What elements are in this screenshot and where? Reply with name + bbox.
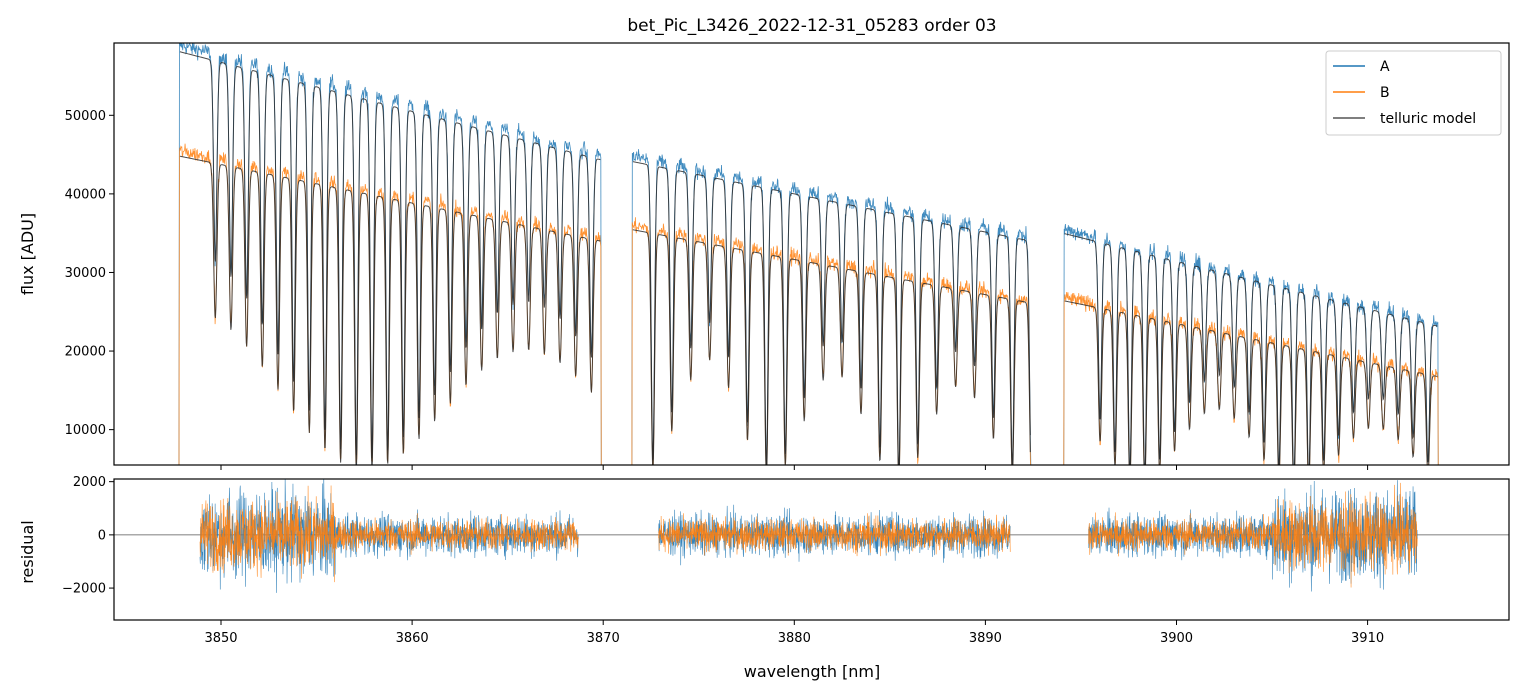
telluric-model-line-continuum_A-seg-2 — [1064, 233, 1438, 465]
legend-label-a: A — [1380, 59, 1390, 75]
legend: A B telluric model — [1325, 50, 1502, 136]
telluric-model-line-continuum_B-seg-0 — [179, 155, 601, 465]
residual-b-line-seg-1 — [658, 513, 1011, 557]
legend-label-telluric: telluric model — [1380, 111, 1476, 127]
xtick-label: 3860 — [396, 631, 429, 646]
ytick-label: 2000 — [73, 475, 106, 490]
xtick-label: 3890 — [969, 631, 1002, 646]
series-b-line-seg-1 — [631, 217, 1031, 465]
xtick-label: 3850 — [204, 631, 237, 646]
residual-b-line-seg-0 — [199, 485, 579, 583]
residual-axes-frame — [113, 478, 1510, 621]
ytick-label: 10000 — [65, 423, 106, 438]
residual-y-ticks: −2000 0 2000 — [62, 475, 114, 597]
ytick-label: 20000 — [65, 345, 106, 360]
ytick-label: 50000 — [65, 109, 106, 124]
xtick-label: 3900 — [1160, 631, 1193, 646]
flux-ylabel: flux [ADU] — [18, 213, 37, 295]
xtick-label: 3870 — [587, 631, 620, 646]
residual-b-line-seg-2 — [1088, 482, 1418, 588]
xtick-label: 3910 — [1351, 631, 1384, 646]
flux-x-ticks — [220, 465, 1369, 470]
ytick-label: 0 — [98, 528, 106, 543]
telluric-model-line-continuum_B-seg-2 — [1064, 300, 1438, 465]
ytick-label: 30000 — [65, 266, 106, 281]
residual-plot-area — [114, 479, 1509, 593]
ytick-label: −2000 — [62, 582, 106, 597]
xlabel: wavelength [nm] — [744, 662, 881, 681]
telluric-model-line-continuum_B-seg-1 — [632, 229, 1031, 465]
chart-title: bet_Pic_L3426_2022-12-31_05283 order 03 — [627, 16, 996, 36]
residual-x-ticks: 3850 3860 3870 3880 3890 3900 3910 — [204, 620, 1384, 646]
flux-plot-area — [178, 43, 1439, 465]
residual-ylabel: residual — [18, 520, 37, 583]
telluric-model-line-continuum_A-seg-1 — [632, 161, 1031, 465]
flux-y-ticks: 10000 20000 30000 40000 50000 — [65, 109, 114, 438]
telluric-model-line-continuum_A-seg-0 — [179, 51, 601, 459]
ytick-label: 40000 — [65, 187, 106, 202]
xtick-label: 3880 — [778, 631, 811, 646]
series-a-line-seg-1 — [631, 149, 1032, 465]
legend-label-b: B — [1380, 85, 1390, 101]
legend-frame — [1325, 50, 1502, 136]
flux-axes-frame — [113, 42, 1510, 466]
